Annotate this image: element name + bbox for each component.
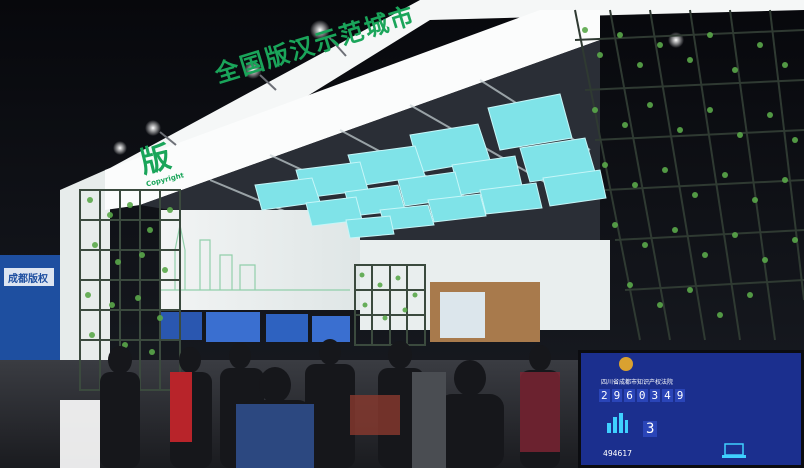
counter-digit: 3 [649, 389, 661, 402]
badge-value: 3 [643, 421, 658, 437]
counter-row: 2 9 6 0 3 4 9 [599, 389, 686, 402]
counter-digit: 0 [636, 389, 648, 402]
emblem-icon [619, 357, 633, 371]
counter-digit: 4 [662, 389, 673, 402]
info-display-screen: 四川省成都市知识产权法院 2 9 6 0 3 4 9 494617 3 [578, 350, 804, 468]
counter-digit: 9 [611, 389, 623, 402]
counter-digit: 2 [599, 389, 610, 402]
stat-value: 494617 [603, 449, 632, 458]
counter-digit: 6 [624, 389, 635, 402]
counter-digit: 9 [674, 389, 686, 402]
bar-chart-icon [607, 413, 628, 433]
court-name: 四川省成都市知识产权法院 [601, 379, 674, 386]
laptop-icon [722, 443, 746, 458]
side-sign-text: 成都版权 [8, 274, 48, 285]
